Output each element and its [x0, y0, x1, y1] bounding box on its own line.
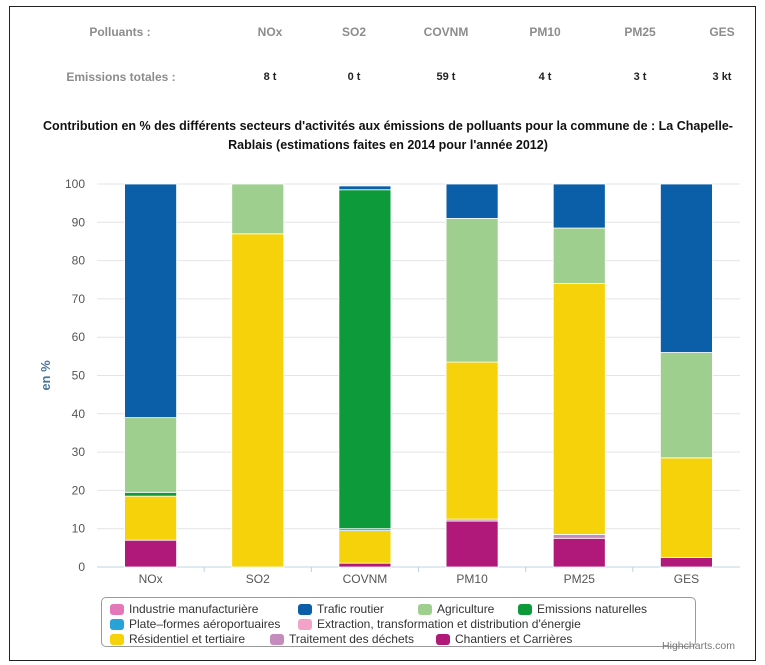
pollutant-header-pm25: PM25 [624, 25, 656, 39]
legend-swatch [518, 603, 532, 615]
pollutant-header-so2: SO2 [341, 25, 366, 39]
bar-segment-ges-r-sidentiel-et-tertiaire [660, 457, 713, 558]
y-tick-label: 10 [72, 522, 86, 536]
legend-item[interactable]: Traitement des déchets [270, 632, 414, 646]
bar-segment-pm10-agriculture [445, 218, 499, 363]
emissions-table: Polluants : Emissions totales : NOx SO2 … [10, 7, 755, 103]
legend-label: Extraction, transformation et distributi… [317, 617, 581, 631]
pollutants-row-label: Polluants : [89, 25, 151, 39]
legend-item[interactable]: Industrie manufacturière [110, 602, 258, 616]
pollutant-header-nox: NOx [257, 25, 283, 39]
bar-segment-nox-trafic-routier [124, 183, 177, 419]
bar-segment-pm10-chantiers-et-carri-res [445, 520, 499, 568]
bar-segment-ges-chantiers-et-carri-res [660, 557, 713, 568]
y-tick-label: 100 [65, 177, 85, 191]
bar-segment-nox-chantiers-et-carri-res [124, 539, 177, 568]
pollutant-header-pm10: PM10 [529, 25, 561, 39]
bar-segment-pm10-trafic-routier [445, 183, 499, 219]
legend-swatch [110, 603, 124, 615]
bar-segment-so2-r-sidentiel-et-tertiaire [231, 233, 285, 568]
chart-title: Contribution en % des différents secteur… [43, 119, 733, 152]
legend-label: Emissions naturelles [537, 602, 648, 616]
y-tick-label: 0 [78, 560, 85, 574]
bar-segment-covnm-emissions-naturelles [338, 189, 392, 530]
x-tick-label-ges: GES [674, 572, 699, 586]
bar-segment-pm25-chantiers-et-carri-res [552, 537, 606, 568]
bar-segment-so2-agriculture [231, 183, 285, 235]
legend-label: Plate–formes aéroportuaires [129, 617, 281, 631]
legend-item[interactable]: Trafic routier [298, 602, 384, 616]
bar-segment-ges-agriculture [660, 352, 713, 459]
legend-swatch [270, 633, 284, 645]
legend-item[interactable]: Chantiers et Carrières [436, 632, 572, 646]
legend-swatch [110, 633, 124, 645]
highcharts-credit[interactable]: Highcharts.com [662, 640, 735, 652]
bar-segment-covnm-chantiers-et-carri-res [338, 562, 392, 568]
bar-segment-pm25-traitement-des-d-chets [552, 534, 606, 539]
total-covnm: 59 t [436, 71, 456, 83]
legend-swatch [298, 603, 312, 615]
y-tick-label: 20 [72, 483, 86, 497]
x-tick-label-pm10: PM10 [456, 572, 488, 586]
bar-segment-pm25-r-sidentiel-et-tertiaire [552, 283, 606, 535]
total-ges: 3 kt [712, 71, 732, 83]
legend-swatch [436, 633, 450, 645]
legend-swatch [418, 603, 432, 615]
bar-segment-covnm-r-sidentiel-et-tertiaire [338, 530, 392, 564]
legend-swatch [298, 618, 312, 630]
x-tick-label-covnm: COVNM [343, 572, 388, 586]
y-tick-label: 50 [72, 369, 86, 383]
legend-item[interactable]: Agriculture [418, 602, 494, 616]
legend-item[interactable]: Plate–formes aéroportuaires [110, 617, 280, 631]
y-tick-label: 70 [72, 292, 86, 306]
chart-legend: Industrie manufacturière Trafic routier Ag… [101, 597, 696, 647]
stacked-bar-chart: 0 10 20 30 40 50 60 70 80 90 100 en % NOx SO2 COVNM PM1… [38, 177, 740, 586]
bar-segment-covnm-trafic-routier [338, 185, 392, 191]
legend-item[interactable]: Résidentiel et tertiaire [110, 632, 245, 646]
chart-frame: Polluants : Emissions totales : NOx SO2 … [9, 6, 756, 661]
y-tick-label: 90 [72, 215, 86, 229]
y-tick-label: 40 [72, 407, 86, 421]
pollutant-header-covnm: COVNM [423, 25, 469, 39]
y-tick-label: 30 [72, 445, 86, 459]
legend-label: Traitement des déchets [289, 632, 414, 646]
pollutant-header-ges: GES [709, 25, 735, 39]
legend-label: Résidentiel et tertiaire [129, 632, 246, 646]
y-tick-label: 60 [72, 330, 86, 344]
total-nox: 8 t [263, 71, 277, 83]
legend-swatch [110, 618, 124, 630]
x-tick-label-pm25: PM25 [564, 572, 596, 586]
bar-segment-nox-agriculture [124, 417, 177, 493]
y-tick-label: 80 [72, 254, 86, 268]
bar-segment-nox-r-sidentiel-et-tertiaire [124, 495, 177, 541]
bar-segment-ges-trafic-routier [660, 183, 713, 353]
legend-item[interactable]: Extraction, transformation et distributi… [298, 617, 581, 631]
legend-label: Agriculture [437, 602, 495, 616]
total-pm10: 4 t [538, 71, 552, 83]
totals-row-label: Emissions totales : [66, 70, 176, 84]
total-so2: 0 t [347, 71, 361, 83]
legend-item[interactable]: Emissions naturelles [518, 602, 647, 616]
legend-label: Industrie manufacturière [129, 602, 259, 616]
total-pm25: 3 t [633, 71, 647, 83]
bar-segment-nox-emissions-naturelles [124, 491, 177, 497]
x-tick-label-so2: SO2 [246, 572, 270, 586]
bar-segment-pm25-agriculture [552, 227, 606, 284]
bar-segment-pm10-r-sidentiel-et-tertiaire [445, 361, 499, 520]
legend-label: Chantiers et Carrières [455, 632, 573, 646]
x-tick-label-nox: NOx [139, 572, 163, 586]
y-axis-title: en % [38, 360, 53, 391]
legend-label: Trafic routier [317, 602, 384, 616]
bar-segment-pm25-trafic-routier [552, 183, 606, 229]
